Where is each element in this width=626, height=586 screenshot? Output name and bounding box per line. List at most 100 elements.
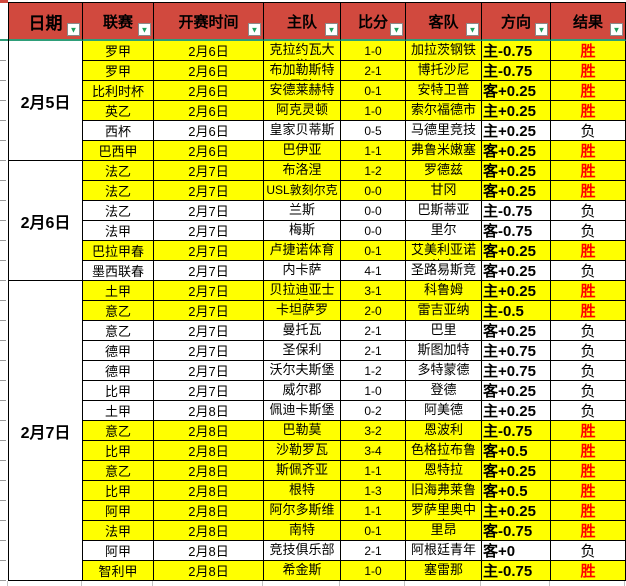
away-team-cell[interactable]: 斯图加特: [406, 341, 482, 361]
col-header-score[interactable]: 比分 ▼: [341, 3, 406, 41]
kickoff-cell[interactable]: 2月6日: [154, 141, 264, 161]
kickoff-cell[interactable]: 2月6日: [154, 81, 264, 101]
handicap-cell[interactable]: 客+0.25: [482, 321, 551, 341]
league-cell[interactable]: 意乙: [83, 461, 154, 481]
handicap-cell[interactable]: 主+0.25: [482, 121, 551, 141]
away-team-cell[interactable]: 索尔福德市: [406, 101, 482, 121]
kickoff-cell[interactable]: 2月6日: [154, 121, 264, 141]
away-team-cell[interactable]: 博托沙尼: [406, 61, 482, 81]
away-team-cell[interactable]: 安特卫普: [406, 81, 482, 101]
away-team-cell[interactable]: 里尔: [406, 221, 482, 241]
handicap-cell[interactable]: 主-0.75: [482, 561, 551, 581]
home-team-cell[interactable]: 圣保利: [264, 341, 341, 361]
away-team-cell[interactable]: 艾美利亚诺体育: [406, 241, 482, 261]
score-cell[interactable]: 4-1: [341, 261, 406, 281]
away-team-cell[interactable]: 马德里竞技: [406, 121, 482, 141]
score-cell[interactable]: 0-0: [341, 201, 406, 221]
away-team-cell[interactable]: 加拉茨钢铁: [406, 41, 482, 61]
league-cell[interactable]: 阿甲: [83, 501, 154, 521]
home-team-cell[interactable]: 克拉约瓦大学: [264, 41, 341, 61]
league-cell[interactable]: 土甲: [83, 281, 154, 301]
date-cell[interactable]: 2月6日: [9, 161, 83, 281]
result-cell[interactable]: 负: [551, 541, 626, 561]
league-cell[interactable]: 罗甲: [83, 41, 154, 61]
away-team-cell[interactable]: 罗德兹: [406, 161, 482, 181]
kickoff-cell[interactable]: 2月7日: [154, 281, 264, 301]
filter-button[interactable]: ▼: [610, 23, 623, 36]
league-cell[interactable]: 法甲: [83, 521, 154, 541]
result-cell[interactable]: 胜: [551, 501, 626, 521]
handicap-cell[interactable]: 客+0.5: [482, 441, 551, 461]
home-team-cell[interactable]: 南特: [264, 521, 341, 541]
away-team-cell[interactable]: 罗萨里奥中央: [406, 501, 482, 521]
score-cell[interactable]: 1-2: [341, 161, 406, 181]
filter-button[interactable]: ▼: [138, 23, 151, 36]
score-cell[interactable]: 1-2: [341, 361, 406, 381]
away-team-cell[interactable]: 旧海弗莱鲁汶: [406, 481, 482, 501]
handicap-cell[interactable]: 主+0.75: [482, 361, 551, 381]
home-team-cell[interactable]: 皇家贝蒂斯: [264, 121, 341, 141]
filter-button[interactable]: ▼: [67, 23, 80, 36]
handicap-cell[interactable]: 客+0.5: [482, 481, 551, 501]
kickoff-cell[interactable]: 2月7日: [154, 301, 264, 321]
away-team-cell[interactable]: 阿根廷青年: [406, 541, 482, 561]
league-cell[interactable]: 意乙: [83, 321, 154, 341]
handicap-cell[interactable]: 客+0: [482, 541, 551, 561]
score-cell[interactable]: 0-1: [341, 521, 406, 541]
away-team-cell[interactable]: 巴斯蒂亚: [406, 201, 482, 221]
result-cell[interactable]: 胜: [551, 81, 626, 101]
away-team-cell[interactable]: 科鲁姆: [406, 281, 482, 301]
league-cell[interactable]: 比甲: [83, 481, 154, 501]
league-cell[interactable]: 法乙: [83, 181, 154, 201]
home-team-cell[interactable]: 梅斯: [264, 221, 341, 241]
filter-button[interactable]: ▼: [390, 23, 403, 36]
home-team-cell[interactable]: 威尔郡: [264, 381, 341, 401]
col-header-direction[interactable]: 方向 ▼: [482, 3, 551, 41]
result-cell[interactable]: 胜: [551, 161, 626, 181]
home-team-cell[interactable]: 阿克灵顿: [264, 101, 341, 121]
kickoff-cell[interactable]: 2月7日: [154, 361, 264, 381]
kickoff-cell[interactable]: 2月7日: [154, 221, 264, 241]
score-cell[interactable]: 1-1: [341, 461, 406, 481]
kickoff-cell[interactable]: 2月6日: [154, 41, 264, 61]
result-cell[interactable]: 胜: [551, 481, 626, 501]
home-team-cell[interactable]: 巴勒莫: [264, 421, 341, 441]
score-cell[interactable]: 3-4: [341, 441, 406, 461]
result-cell[interactable]: 胜: [551, 61, 626, 81]
away-team-cell[interactable]: 多特蒙德: [406, 361, 482, 381]
result-cell[interactable]: 胜: [551, 181, 626, 201]
home-team-cell[interactable]: 阿尔多斯维: [264, 501, 341, 521]
away-team-cell[interactable]: 塞雷那: [406, 561, 482, 581]
result-cell[interactable]: 胜: [551, 301, 626, 321]
score-cell[interactable]: 0-0: [341, 221, 406, 241]
league-cell[interactable]: 西杯: [83, 121, 154, 141]
filter-button[interactable]: ▼: [325, 23, 338, 36]
home-team-cell[interactable]: 佩迪卡斯堡: [264, 401, 341, 421]
result-cell[interactable]: 负: [551, 321, 626, 341]
league-cell[interactable]: 巴拉甲春: [83, 241, 154, 261]
score-cell[interactable]: 1-3: [341, 481, 406, 501]
result-cell[interactable]: 胜: [551, 561, 626, 581]
kickoff-cell[interactable]: 2月8日: [154, 501, 264, 521]
handicap-cell[interactable]: 主-0.75: [482, 421, 551, 441]
score-cell[interactable]: 3-2: [341, 421, 406, 441]
result-cell[interactable]: 胜: [551, 241, 626, 261]
home-team-cell[interactable]: 布洛涅: [264, 161, 341, 181]
score-cell[interactable]: 2-1: [341, 541, 406, 561]
handicap-cell[interactable]: 主+0.25: [482, 281, 551, 301]
kickoff-cell[interactable]: 2月8日: [154, 401, 264, 421]
handicap-cell[interactable]: 客+0.25: [482, 241, 551, 261]
handicap-cell[interactable]: 客-0.75: [482, 221, 551, 241]
league-cell[interactable]: 比甲: [83, 441, 154, 461]
home-team-cell[interactable]: 希金斯: [264, 561, 341, 581]
kickoff-cell[interactable]: 2月7日: [154, 201, 264, 221]
home-team-cell[interactable]: 布加勒斯特星队: [264, 61, 341, 81]
score-cell[interactable]: 1-0: [341, 101, 406, 121]
kickoff-cell[interactable]: 2月6日: [154, 61, 264, 81]
kickoff-cell[interactable]: 2月8日: [154, 461, 264, 481]
handicap-cell[interactable]: 客+0.25: [482, 381, 551, 401]
handicap-cell[interactable]: 主-0.75: [482, 41, 551, 61]
score-cell[interactable]: 1-0: [341, 561, 406, 581]
kickoff-cell[interactable]: 2月7日: [154, 381, 264, 401]
away-team-cell[interactable]: 甘冈: [406, 181, 482, 201]
